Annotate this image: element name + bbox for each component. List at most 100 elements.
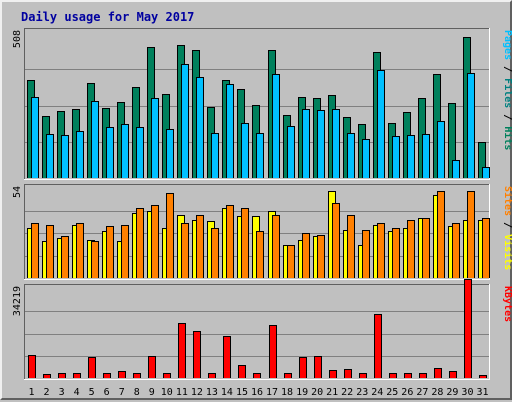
series-files [31,64,490,178]
panel-3: 34219 KBytes [12,279,512,380]
x-tick-label: 12 [191,387,203,398]
bar-sites-day-21 [332,203,340,278]
x-tick-label: 25 [386,387,398,398]
x-tick-label: 26 [401,387,413,398]
bar-files-day-1 [31,97,39,178]
panel-legend: KBytes [502,286,512,322]
bar-sites-day-8 [136,208,144,278]
bar-files-day-28 [437,121,445,178]
x-tick-label: 14 [221,387,233,398]
x-tick-label: 29 [446,387,458,398]
bar-kbytes-day-28 [434,368,442,378]
bar-sites-day-5 [91,241,99,278]
x-tick-label: 3 [59,387,65,398]
bar-kbytes-day-31 [479,375,487,378]
bar-files-day-31 [482,167,490,178]
bar-files-day-20 [317,110,325,178]
bar-sites-day-16 [256,231,264,278]
panel-legend: Sites / Visits [502,186,512,270]
bar-files-day-17 [272,74,280,178]
x-tick-label: 17 [266,387,278,398]
bar-files-day-8 [136,127,144,178]
x-tick-label: 19 [296,387,308,398]
bar-kbytes-day-1 [28,355,36,378]
bar-sites-day-19 [302,233,310,278]
bar-kbytes-day-29 [449,371,457,378]
bar-sites-day-17 [272,215,280,278]
bar-files-day-29 [452,160,460,178]
bar-sites-day-9 [151,205,159,278]
bar-files-day-23 [362,139,370,178]
svg-text:Pages / Files / Hits: Pages / Files / Hits [502,30,512,150]
bar-sites-day-28 [437,191,445,278]
svg-text:KBytes: KBytes [502,286,512,322]
bar-files-day-24 [377,70,385,178]
bar-kbytes-day-16 [253,373,261,378]
x-tick-label: 5 [89,387,95,398]
bar-sites-day-30 [467,191,475,278]
x-tick-label: 4 [74,387,80,398]
bar-files-day-11 [181,64,189,178]
bar-sites-day-12 [196,215,204,278]
x-tick-label: 23 [356,387,368,398]
bar-kbytes-day-15 [238,365,246,378]
legend-entry: / [502,216,512,234]
bar-sites-day-13 [211,228,219,278]
bar-files-day-30 [467,73,475,178]
x-tick-label: 24 [371,387,383,398]
panel-2: 54 Sites / Visits [12,184,512,280]
bar-sites-day-15 [241,208,249,278]
bar-files-day-2 [46,134,54,178]
bar-files-day-26 [407,135,415,178]
bar-kbytes-day-10 [163,373,171,378]
x-tick-label: 2 [44,387,50,398]
x-tick-label: 6 [104,387,110,398]
chart-title: Daily usage for May 2017 [21,10,194,24]
legend-entry: Hits [502,126,512,150]
x-tick-label: 11 [176,387,188,398]
bar-files-day-7 [121,124,129,178]
bar-kbytes-day-26 [404,373,412,378]
bar-kbytes-day-30 [464,279,472,378]
panel-legend: Pages / Files / Hits [502,30,512,150]
bar-kbytes-day-20 [314,356,322,378]
bar-sites-day-27 [422,218,430,278]
bar-sites-day-23 [362,230,370,278]
x-tick-label: 8 [134,387,140,398]
y-max-label: 508 [12,30,23,48]
bar-files-day-22 [347,133,355,178]
y-max-label: 54 [12,186,23,198]
bar-sites-day-2 [46,225,54,278]
bar-files-day-6 [106,127,114,178]
bar-kbytes-day-4 [73,373,81,378]
panel-1: 508 Pages / Files / Hits [12,28,512,180]
bar-kbytes-day-13 [208,373,216,378]
bar-kbytes-day-11 [178,323,186,378]
x-tick-label: 18 [281,387,293,398]
bar-kbytes-day-25 [389,373,397,378]
bar-sites-day-14 [226,205,234,278]
bar-files-day-19 [302,109,310,178]
bar-kbytes-day-18 [284,373,292,378]
bar-kbytes-day-3 [58,373,66,378]
x-tick-label: 21 [326,387,338,398]
bar-kbytes-day-22 [344,369,352,378]
bar-sites-day-6 [106,226,114,278]
bar-files-day-3 [61,135,69,178]
x-tick-label: 10 [161,387,173,398]
x-tick-label: 16 [251,387,263,398]
bar-files-day-9 [151,98,159,178]
bar-files-day-27 [422,134,430,178]
series-sites [31,191,490,278]
bar-kbytes-day-5 [88,357,96,378]
bar-files-day-15 [241,123,249,178]
bar-files-day-5 [91,101,99,178]
bar-files-day-21 [332,109,340,178]
legend-entry: Files [502,78,512,108]
day-labels: 1 2 3 4 5 6 7 8 9 10 11 12 13 14 15 16 17 18 19 20 21 22 23 24 2… [29,387,489,398]
bar-kbytes-day-21 [329,370,337,378]
panel-background [24,284,490,380]
x-tick-label: 20 [311,387,323,398]
